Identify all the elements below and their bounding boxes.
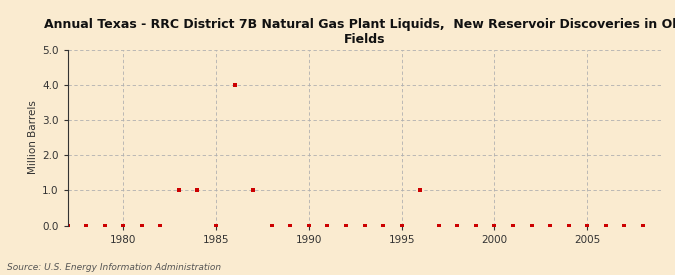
Text: Source: U.S. Energy Information Administration: Source: U.S. Energy Information Administ…: [7, 263, 221, 272]
Y-axis label: Million Barrels: Million Barrels: [28, 101, 38, 174]
Title: Annual Texas - RRC District 7B Natural Gas Plant Liquids,  New Reservoir Discove: Annual Texas - RRC District 7B Natural G…: [44, 18, 675, 46]
